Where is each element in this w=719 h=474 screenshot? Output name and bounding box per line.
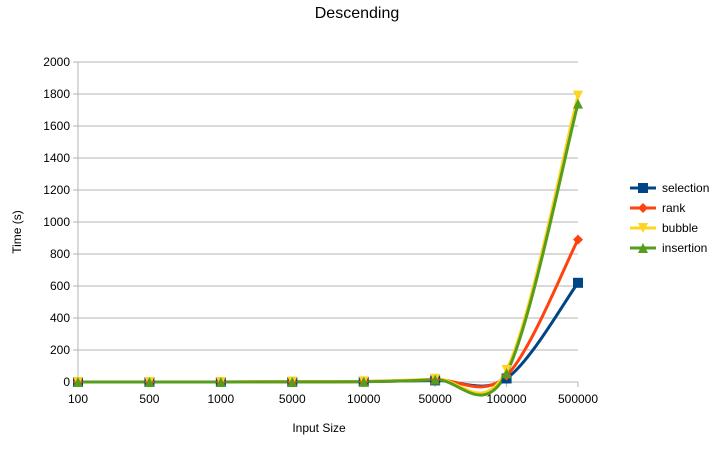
y-tick-label: 1600 <box>43 119 70 133</box>
x-tick-label: 5000 <box>279 392 306 406</box>
x-tick-label: 50000 <box>418 392 452 406</box>
point-insertion <box>73 377 83 387</box>
y-axis-label: Time (s) <box>10 210 24 254</box>
y-tick-label: 2000 <box>43 55 70 69</box>
chart-title: Descending <box>315 5 400 22</box>
legend: selection rank bubble insertion <box>630 181 709 255</box>
point-insertion <box>501 368 512 379</box>
point-selection <box>573 277 583 288</box>
legend-marker-rank <box>638 203 648 213</box>
series-line-selection <box>78 281 580 388</box>
y-tick-label: 0 <box>63 375 70 389</box>
y-tick-label: 1800 <box>43 87 70 101</box>
point-bubble <box>573 90 583 101</box>
y-tick-label: 1000 <box>43 215 70 229</box>
x-tick-label: 10000 <box>347 392 381 406</box>
legend-marker-selection <box>638 183 648 193</box>
x-tick-label: 100000 <box>487 392 527 406</box>
x-tick-label: 500 <box>139 392 159 406</box>
axes <box>73 61 579 387</box>
legend-label-rank: rank <box>662 201 686 215</box>
legend-label-insertion: insertion <box>662 241 707 255</box>
x-tick-label: 100 <box>68 392 88 406</box>
legend-label-bubble: bubble <box>662 221 698 235</box>
point-insertion <box>215 377 226 387</box>
x-tick-label: 1000 <box>208 392 235 406</box>
legend-label-selection: selection <box>662 181 709 195</box>
x-tick-label: 500000 <box>558 392 598 406</box>
point-insertion <box>287 376 298 387</box>
x-tick-labels: 100 500 1000 5000 10000 50000 100000 500000 <box>68 392 598 406</box>
y-tick-label: 1400 <box>43 151 70 165</box>
point-insertion <box>573 98 583 109</box>
y-tick-label: 400 <box>50 311 70 325</box>
gridlines <box>78 61 578 383</box>
y-tick-label: 1200 <box>43 183 70 197</box>
y-tick-labels: 0 200 400 600 800 1000 1200 1400 1600 1800 2000 <box>43 55 70 389</box>
y-tick-label: 600 <box>50 279 70 293</box>
y-tick-label: 800 <box>50 247 70 261</box>
series-line-rank <box>78 238 580 389</box>
point-insertion <box>358 376 369 387</box>
point-rank <box>573 234 583 245</box>
y-tick-label: 200 <box>50 343 70 357</box>
legend-marker-insertion <box>638 243 648 253</box>
series-line-insertion <box>78 103 580 397</box>
series-line-bubble <box>78 95 580 395</box>
x-axis-label: Input Size <box>292 421 346 435</box>
series-markers <box>73 90 583 387</box>
point-insertion <box>430 374 441 385</box>
legend-marker-bubble <box>638 223 648 233</box>
point-insertion <box>144 377 155 387</box>
